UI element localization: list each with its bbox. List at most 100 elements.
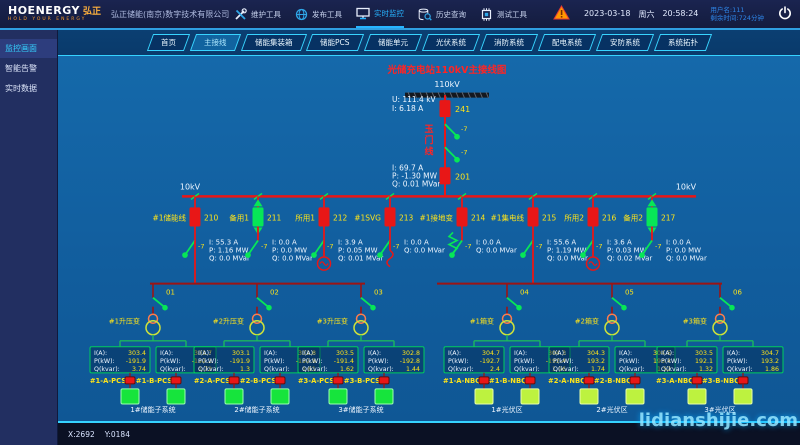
feeder-metric: Q: 0.0 MVar — [547, 255, 588, 263]
tab-label: 系统拓扑 — [667, 38, 698, 47]
bus-110kv-label: 110kV — [434, 80, 460, 89]
dc-switch[interactable] — [274, 376, 286, 385]
feeder-code: 212 — [333, 213, 348, 222]
breaker-241[interactable] — [439, 100, 451, 118]
metric-key: P(kW): — [94, 358, 115, 365]
tab-7[interactable]: 消防系统 — [479, 34, 538, 51]
metric-value: 303.1 — [232, 350, 250, 357]
subsystem-label: 3#光伏区 — [704, 405, 735, 414]
feeder-breaker-214[interactable] — [456, 207, 468, 227]
feeder-breaker-217[interactable] — [646, 207, 658, 227]
feeder-metric: Q: 0.0 MVar — [404, 247, 445, 255]
date-label: 2023-03-18 — [583, 8, 631, 18]
battery-container[interactable] — [374, 388, 394, 405]
transformer-hv-winding — [147, 313, 159, 324]
dc-switch[interactable] — [737, 376, 749, 385]
battery-container[interactable] — [270, 388, 290, 405]
group-switch — [719, 296, 732, 308]
tab-5[interactable]: 储能单元 — [363, 34, 422, 51]
diagram-title: 光储充电站110kV主接线图 — [387, 64, 507, 76]
winding — [319, 261, 329, 266]
metric-value: -191.4 — [334, 358, 354, 365]
power-icon[interactable] — [778, 5, 792, 24]
metric-value: 1.32 — [699, 366, 713, 373]
toolbar-globe-button[interactable]: 发布工具 — [295, 0, 342, 28]
toolbar-chip-button[interactable]: 测试工具 — [480, 0, 527, 28]
dc-switch[interactable] — [170, 376, 182, 385]
metric-value: -192.2 — [192, 358, 212, 365]
feeder-code: 216 — [602, 213, 617, 222]
feeder-earth-switch-contact — [245, 252, 251, 258]
tab-2[interactable]: 主接线 — [189, 34, 241, 51]
feeder-switch-label: -7 — [596, 243, 602, 251]
station-transformer-icon — [585, 256, 601, 271]
toolbar-history-button[interactable]: 历史查询 — [418, 0, 466, 28]
group-switch-code: 04 — [520, 289, 529, 297]
sidebar-item-realtime-data[interactable]: 实时数据 — [5, 84, 37, 93]
toolbar-wrench-button[interactable]: 维护工具 — [234, 0, 281, 28]
dc-switch[interactable] — [583, 376, 595, 385]
dc-switch[interactable] — [228, 376, 240, 385]
dc-switch[interactable] — [629, 376, 641, 385]
group-switch-code: 01 — [166, 289, 175, 297]
transformer-hv-winding — [355, 313, 367, 324]
pv-array-block[interactable] — [625, 388, 645, 405]
diagram-canvas: 光储充电站110kV主接线图 110kV U: 111.4 kV I: 6.18 A 2… — [58, 56, 800, 421]
pv-array-block[interactable] — [687, 388, 707, 405]
incoming-line-name: 玉 — [424, 124, 433, 135]
pv-array-block[interactable] — [474, 388, 494, 405]
feeder-breaker-211[interactable] — [252, 207, 264, 227]
dc-switch[interactable] — [524, 376, 536, 385]
bus-110kv-hatch — [485, 91, 489, 99]
battery-container[interactable] — [120, 388, 140, 405]
feeder-breaker-213[interactable] — [384, 207, 396, 227]
dc-switch[interactable] — [378, 376, 390, 385]
branch-label: #1-B-PCS — [136, 377, 172, 385]
history-icon — [418, 8, 432, 21]
warning-triangle-icon[interactable] — [553, 4, 570, 24]
tab-3[interactable]: 储能集装箱 — [240, 34, 307, 51]
toolbar-monitor-button[interactable]: 实时监控 — [355, 0, 404, 28]
feeder-earth-switch-contact — [311, 252, 317, 258]
feeder-breaker-216[interactable] — [587, 207, 599, 227]
chip-icon — [480, 7, 493, 21]
open-arrow-up — [647, 199, 657, 207]
sidebar-item-smart-alarms[interactable]: 智能告警 — [5, 64, 37, 73]
metric-key: P(kW): — [160, 358, 181, 365]
tab-label: 光伏系统 — [435, 38, 466, 47]
metric-key: I(A): — [94, 350, 107, 357]
battery-container[interactable] — [224, 388, 244, 405]
metric-value: 304.3 — [587, 350, 605, 357]
tab-6[interactable]: 光伏系统 — [421, 34, 480, 51]
tab-9[interactable]: 安防系统 — [595, 34, 654, 51]
dc-switch[interactable] — [124, 376, 136, 385]
feeder-earth-switch — [248, 239, 259, 255]
feeder-breaker-210[interactable] — [189, 207, 201, 227]
dc-switch[interactable] — [478, 376, 490, 385]
feeder-metric: I: 0.0 A — [404, 239, 429, 247]
tab-1[interactable]: 首页 — [146, 34, 191, 51]
battery-container[interactable] — [328, 388, 348, 405]
transformer-hv-winding — [606, 313, 618, 324]
tab-8[interactable]: 配电系统 — [537, 34, 596, 51]
feeder-breaker-212[interactable] — [318, 207, 330, 227]
tab-4[interactable]: 储能PCS — [305, 34, 364, 51]
branch-label: #1-A-PCS — [90, 377, 126, 385]
pv-array-block[interactable] — [579, 388, 599, 405]
group-switch-contact — [266, 304, 272, 311]
sidebar-item-monitor-screens[interactable]: 监控画面 — [0, 39, 57, 58]
dc-switch[interactable] — [332, 376, 344, 385]
status-bar: X:2692 Y:0184 — [58, 421, 800, 445]
metric-value: -192.4 — [546, 358, 566, 365]
feeder-name: 所用2 — [564, 212, 584, 222]
breaker-201[interactable] — [439, 167, 451, 185]
pv-array-block[interactable] — [520, 388, 540, 405]
pv-array-block[interactable] — [733, 388, 753, 405]
transformer-label: #2升压变 — [213, 317, 244, 326]
transformer-label: #1升压变 — [109, 317, 140, 326]
dc-switch[interactable] — [691, 376, 703, 385]
tab-10[interactable]: 系统拓扑 — [653, 34, 712, 51]
toolbar-label: 历史查询 — [435, 9, 466, 19]
battery-container[interactable] — [166, 388, 186, 405]
feeder-breaker-215[interactable] — [527, 207, 539, 227]
